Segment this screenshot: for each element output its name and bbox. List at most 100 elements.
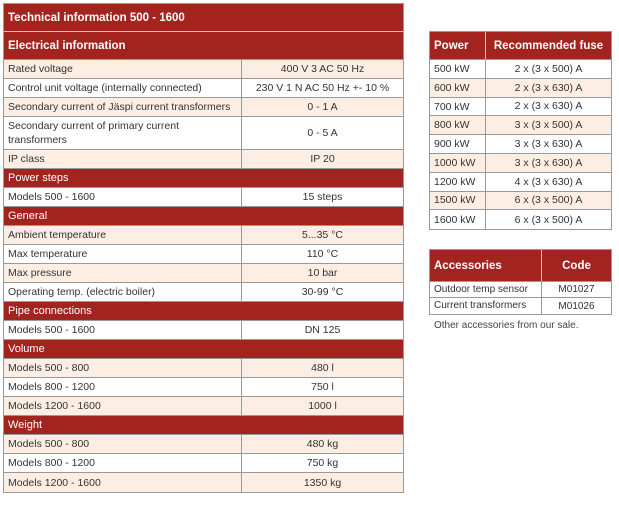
- table-row: Outdoor temp sensor M01027: [430, 282, 611, 298]
- spec-value: 750 kg: [306, 457, 339, 469]
- spec-row: Max pressure 10 bar: [4, 264, 403, 283]
- accessories-table: Accessories Code Outdoor temp sensor M01027…: [429, 249, 612, 315]
- spec-row: Models 800 - 1200 750 l: [4, 378, 403, 397]
- section-heading: General: [4, 207, 403, 226]
- cell: 2 x (3 x 630) A: [514, 81, 583, 94]
- cell: 900 kW: [430, 135, 486, 153]
- section-heading: Electrical information: [4, 32, 403, 60]
- spec-row: Models 500 - 800 480 kg: [4, 435, 403, 454]
- spec-label: Max pressure: [4, 264, 242, 282]
- spec-label: Models 500 - 1600: [4, 321, 242, 339]
- cell: 6 x (3 x 500) A: [514, 213, 583, 226]
- cell: M01026: [558, 300, 595, 312]
- spec-value: 1000 l: [308, 400, 337, 412]
- spec-value: 480 kg: [306, 438, 339, 450]
- spec-row: Models 500 - 1600 15 steps: [4, 188, 403, 207]
- spec-value: 230 V 1 N AC 50 Hz +- 10 %: [255, 82, 390, 94]
- spec-label: Models 500 - 1600: [4, 188, 242, 206]
- spec-value: 750 l: [311, 381, 334, 393]
- table-row: 600 kW 2 x (3 x 630) A: [430, 78, 611, 98]
- spec-row: Models 1200 - 1600 1350 kg: [4, 473, 403, 492]
- spec-label: Models 500 - 800: [4, 435, 242, 453]
- spec-value: 110 °C: [306, 248, 339, 260]
- spec-row: Models 1200 - 1600 1000 l: [4, 397, 403, 416]
- spec-row: Secondary current of Jäspi current trans…: [4, 98, 403, 117]
- cell: M01027: [558, 284, 595, 295]
- cell: 800 kW: [430, 116, 486, 135]
- header-cell: Power: [430, 32, 486, 59]
- section-heading: Pipe connections: [4, 302, 403, 321]
- table-title: Technical information 500 - 1600: [4, 4, 403, 32]
- spec-label: Operating temp. (electric boiler): [4, 283, 242, 301]
- note: Other accessories from our sale.: [434, 320, 579, 331]
- cell: 500 kW: [430, 60, 486, 78]
- spec-row: Models 500 - 800 480 l: [4, 359, 403, 378]
- spec-row: Secondary current of primary current tra…: [4, 117, 403, 150]
- spec-value: 480 l: [311, 362, 334, 374]
- cell: 1600 kW: [430, 210, 486, 230]
- cell: 2 x (3 x 500) A: [514, 62, 583, 75]
- spec-label: Models 800 - 1200: [4, 378, 242, 396]
- spec-value: 10 bar: [307, 267, 338, 279]
- cell: 4 x (3 x 630) A: [514, 175, 583, 188]
- spec-label: Max temperature: [4, 245, 242, 263]
- spec-value: 15 steps: [302, 191, 343, 203]
- spec-row: IP class IP 20: [4, 150, 403, 169]
- cell: 600 kW: [430, 78, 486, 97]
- table-row: 1200 kW 4 x (3 x 630) A: [430, 172, 611, 192]
- header-cell: Code: [562, 259, 591, 272]
- table-row: 1500 kW 6 x (3 x 500) A: [430, 191, 611, 211]
- spec-row: Models 500 - 1600 DN 125: [4, 321, 403, 340]
- spec-value: 0 - 1 A: [307, 101, 338, 113]
- cell: 3 x (3 x 630) A: [514, 138, 583, 151]
- spec-row: Operating temp. (electric boiler) 30-99 °…: [4, 283, 403, 302]
- section-heading: Weight: [4, 416, 403, 435]
- spec-value: 1350 kg: [303, 476, 342, 489]
- header-row: Accessories Code: [430, 250, 611, 282]
- spec-label: Models 1200 - 1600: [4, 473, 242, 492]
- spec-label: Models 800 - 1200: [4, 454, 242, 472]
- header-row: Power Recommended fuse: [430, 32, 611, 60]
- spec-row: Max temperature 110 °C: [4, 245, 403, 264]
- cell: 700 kW: [430, 97, 486, 116]
- spec-label: Models 500 - 800: [4, 359, 242, 377]
- spec-value: 0 - 5 A: [307, 127, 338, 139]
- spec-row: Control unit voltage (internally connect…: [4, 79, 403, 98]
- cell: 1500 kW: [430, 191, 486, 210]
- specs-table: Technical information 500 - 1600 Electri…: [3, 3, 404, 493]
- cell: 1000 kW: [430, 153, 486, 172]
- spec-row: Rated voltage 400 V 3 AC 50 Hz: [4, 60, 403, 79]
- spec-label: Ambient temperature: [4, 226, 242, 244]
- spec-value: IP 20: [310, 153, 335, 165]
- cell: 2 x (3 x 630) A: [514, 100, 583, 113]
- table-row: 800 kW 3 x (3 x 500) A: [430, 116, 611, 136]
- spec-label: Models 1200 - 1600: [4, 397, 242, 415]
- table-row: 500 kW 2 x (3 x 500) A: [430, 60, 611, 79]
- cell: Outdoor temp sensor: [430, 282, 542, 297]
- cell: 3 x (3 x 500) A: [514, 119, 583, 132]
- spec-row: Ambient temperature 5...35 °C: [4, 226, 403, 245]
- spec-label: Secondary current of primary current tra…: [4, 117, 242, 149]
- header-cell: Recommended fuse: [493, 39, 604, 52]
- spec-label: Secondary current of Jäspi current trans…: [4, 98, 242, 116]
- table-row: 700 kW 2 x (3 x 630) A: [430, 97, 611, 117]
- table-row: Current transformers M01026: [430, 298, 611, 314]
- spec-label: IP class: [4, 150, 242, 168]
- header-cell: Accessories: [430, 250, 542, 281]
- table-row: 1000 kW 3 x (3 x 630) A: [430, 153, 611, 173]
- table-row: 1600 kW 6 x (3 x 500) A: [430, 210, 611, 230]
- fuse-table: Power Recommended fuse 500 kW 2 x (3 x 500)…: [429, 31, 612, 231]
- spec-label: Rated voltage: [4, 60, 242, 78]
- cell: 1200 kW: [430, 172, 486, 191]
- spec-label: Control unit voltage (internally connect…: [4, 79, 242, 97]
- cell: 3 x (3 x 630) A: [514, 156, 583, 169]
- spec-row: Models 800 - 1200 750 kg: [4, 454, 403, 473]
- cell: Current transformers: [430, 298, 542, 314]
- section-heading: Power steps: [4, 169, 403, 188]
- spec-value: 400 V 3 AC 50 Hz: [280, 63, 365, 75]
- spec-value: DN 125: [304, 324, 341, 336]
- cell: 6 x (3 x 500) A: [514, 194, 583, 207]
- spec-value: 5...35 °C: [302, 229, 343, 241]
- table-row: 900 kW 3 x (3 x 630) A: [430, 135, 611, 154]
